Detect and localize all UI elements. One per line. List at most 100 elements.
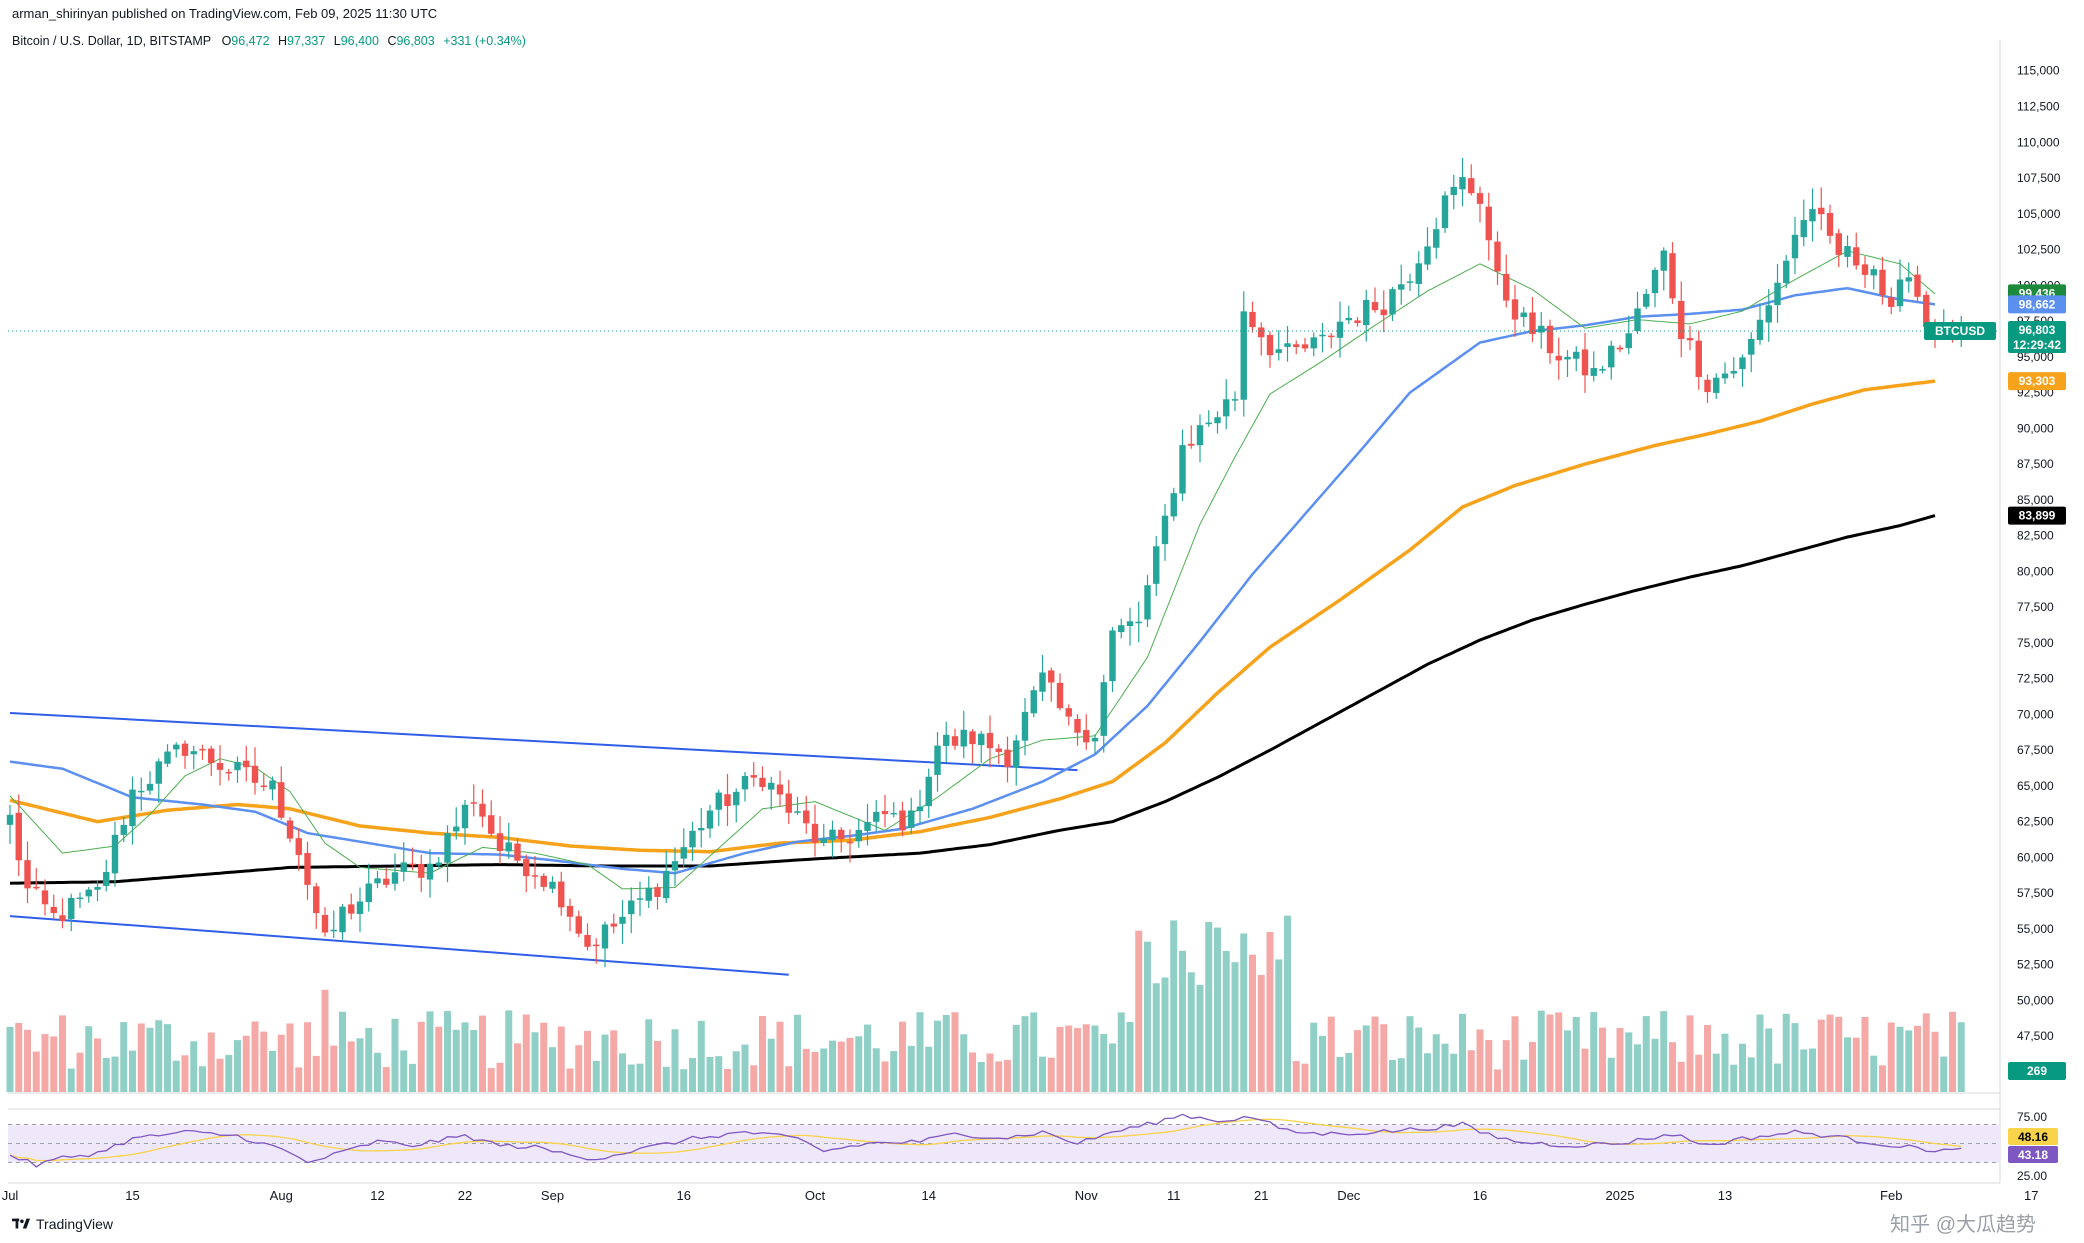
- volume-bar: [636, 1063, 644, 1092]
- volume-bar: [1756, 1014, 1764, 1092]
- price-badge: 98,662: [2019, 297, 2056, 311]
- candle-body: [1555, 355, 1562, 361]
- volume-bar: [304, 1022, 311, 1092]
- candle-body: [348, 904, 355, 914]
- candle-body: [1266, 334, 1274, 356]
- y-tick-label: 102,500: [2017, 243, 2061, 257]
- symbol-tag: BTCUSD: [1935, 324, 1985, 338]
- candle-body: [566, 905, 574, 917]
- x-tick-label: Aug: [270, 1188, 293, 1203]
- candle-body: [1546, 325, 1554, 354]
- candle-body: [960, 729, 967, 747]
- volume-bar: [1450, 1053, 1458, 1092]
- rsi-line: [9, 1113, 1962, 1168]
- ma-50-line: [9, 286, 1936, 875]
- candle-body: [636, 898, 644, 900]
- candle-body: [1345, 317, 1352, 321]
- volume-bar: [820, 1048, 828, 1092]
- candle-body: [1100, 682, 1107, 736]
- candle-body: [593, 944, 600, 947]
- candle-body: [1284, 343, 1291, 347]
- volume-bar: [566, 1068, 574, 1092]
- candle-body: [1205, 422, 1212, 425]
- candle-body: [173, 744, 180, 750]
- volume-bar: [995, 1061, 1003, 1092]
- tradingview-logo[interactable]: TradingView: [12, 1216, 113, 1232]
- x-tick-label: 13: [1718, 1188, 1732, 1203]
- volume-bar: [1459, 1013, 1466, 1092]
- y-tick-label: 112,500: [2017, 100, 2060, 114]
- volume-bar: [409, 1063, 416, 1092]
- ma-100-line: [9, 379, 1936, 854]
- volume-bar: [1852, 1037, 1860, 1092]
- volume-bar: [85, 1026, 93, 1092]
- x-tick-label: Feb: [1880, 1188, 1902, 1203]
- volume-bar: [1826, 1014, 1834, 1092]
- rsi-badge-bg: [2008, 1146, 2058, 1163]
- y-tick-label: 57,500: [2017, 886, 2054, 900]
- volume-bar: [1126, 1022, 1134, 1092]
- candle-body: [601, 924, 609, 949]
- volume-bar: [1441, 1043, 1449, 1092]
- volume-bar: [1546, 1014, 1554, 1092]
- volume-bar: [426, 1011, 434, 1092]
- volume-bar: [1074, 1028, 1081, 1092]
- candle-body: [339, 906, 346, 933]
- candle-body: [820, 838, 827, 843]
- volume-bar: [120, 1022, 128, 1092]
- candle-body: [1179, 445, 1186, 494]
- volume-bar: [15, 1022, 23, 1092]
- candle-body: [225, 771, 232, 774]
- volume-bar: [1914, 1025, 1921, 1092]
- volume-bar: [216, 1058, 224, 1092]
- volume-bar: [1301, 1063, 1309, 1092]
- candle-body: [811, 823, 819, 843]
- candle-body: [1616, 347, 1624, 350]
- y-tick-label: 47,500: [2017, 1029, 2054, 1043]
- high-value: 97,337: [287, 34, 326, 48]
- volume-bar: [1896, 1026, 1904, 1092]
- volume-bar: [1581, 1048, 1589, 1092]
- candle-body: [304, 852, 311, 885]
- candle-body: [776, 784, 784, 795]
- volume-bar: [1187, 972, 1195, 1092]
- volume-bar: [1555, 1012, 1563, 1092]
- candle-body: [330, 929, 337, 932]
- volume-bar: [1520, 1059, 1528, 1092]
- ma-200-line: [9, 514, 1936, 885]
- candle-body: [269, 780, 276, 790]
- chart-legend: Bitcoin / U.S. Dollar, 1D, BITSTAMP O96,…: [12, 34, 526, 48]
- candle-body: [59, 915, 66, 922]
- volume-bar: [102, 1057, 110, 1092]
- candle-body: [671, 861, 679, 871]
- volume-bar: [1949, 1011, 1956, 1092]
- candle-body: [1713, 377, 1720, 393]
- volume-bar: [680, 1069, 688, 1092]
- volume-bar: [1039, 1056, 1046, 1092]
- candle-body: [1441, 195, 1449, 229]
- candle-body: [1144, 585, 1151, 620]
- x-tick-label: 12: [370, 1188, 384, 1203]
- volume-bar: [1389, 1060, 1396, 1092]
- candle-body: [1564, 356, 1571, 360]
- candle-body: [645, 887, 652, 901]
- candle-body: [1923, 294, 1930, 328]
- x-tick-label: 2025: [1606, 1188, 1635, 1203]
- volume-bar: [452, 1029, 460, 1092]
- candle-body: [1748, 338, 1755, 355]
- volume-bar: [1179, 950, 1186, 1092]
- volume-bar: [1730, 1064, 1738, 1092]
- close-key: C: [387, 34, 397, 48]
- candle-body: [453, 826, 460, 832]
- candle-body: [1214, 417, 1221, 424]
- candle-body: [1109, 630, 1116, 682]
- volume-bar: [356, 1038, 364, 1092]
- candle-body: [1870, 269, 1877, 276]
- volume-bar: [1870, 1055, 1878, 1092]
- candle-body: [759, 777, 766, 787]
- price-badge-bg: [2008, 372, 2066, 391]
- publisher-line: arman_shirinyan published on TradingView…: [12, 6, 438, 21]
- candle-body: [558, 881, 565, 908]
- volume-bar: [759, 1016, 766, 1092]
